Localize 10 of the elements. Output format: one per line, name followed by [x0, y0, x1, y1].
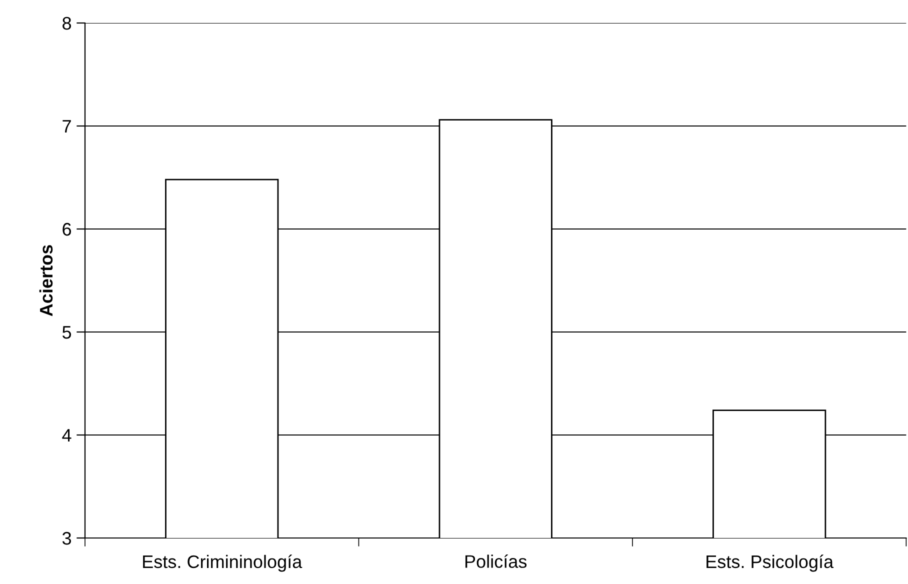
y-tick-label: 8 — [62, 16, 72, 30]
y-tick-label: 7 — [62, 120, 71, 133]
x-tick-label: Policías — [465, 554, 527, 568]
y-tick-label: 6 — [62, 222, 72, 236]
y-axis-title: Aciertos — [39, 245, 53, 316]
x-tick-label: Ests. Psicología — [706, 554, 834, 572]
x-tick-label: Ests. Crimininología — [143, 554, 302, 572]
y-tick-label: 4 — [62, 429, 72, 442]
y-tick-label: 3 — [62, 532, 72, 545]
y-tick-label: 5 — [62, 326, 72, 339]
